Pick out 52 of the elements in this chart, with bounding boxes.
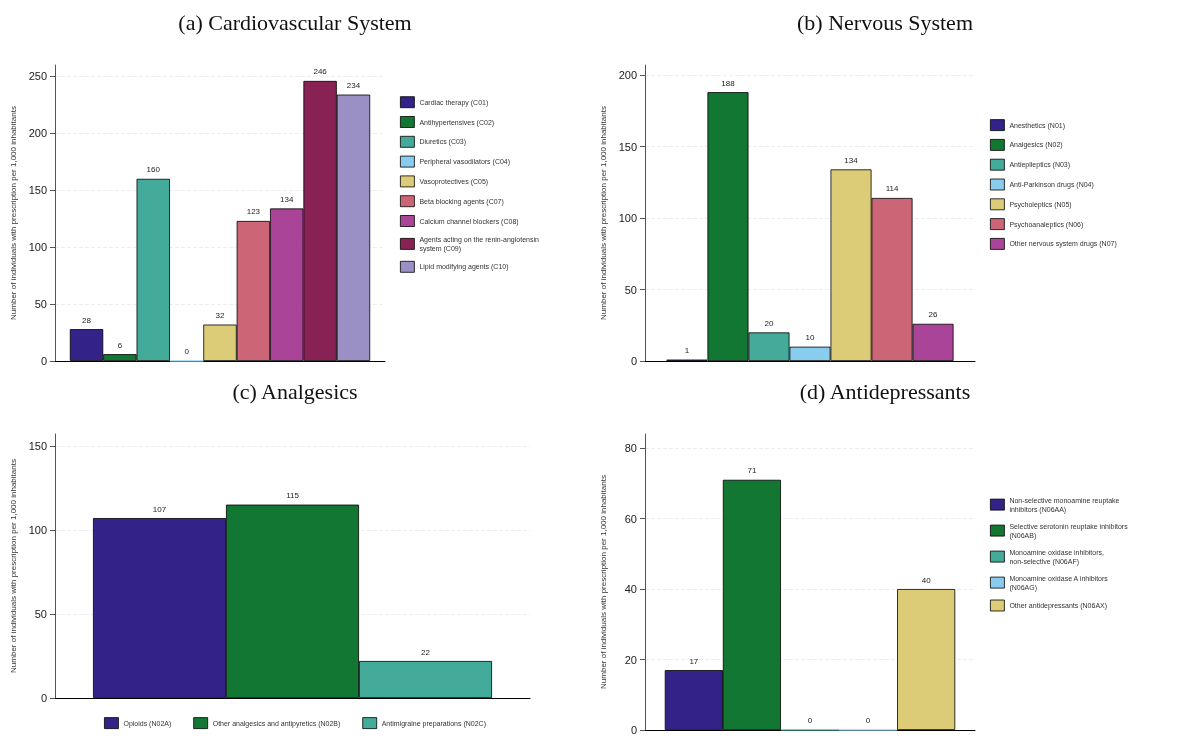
y-tick-label: 150 — [618, 140, 637, 153]
y-tick-label: 50 — [34, 607, 47, 620]
data-label: 6 — [117, 340, 123, 350]
chart-title: (b) Nervous System — [797, 9, 973, 35]
y-tick-label: 100 — [28, 241, 47, 254]
data-label: 114 — [885, 184, 899, 194]
y-tick-label: 0 — [630, 724, 637, 736]
chart-title: (d) Antidepressants — [799, 378, 971, 404]
y-tick-label: 50 — [34, 298, 47, 311]
data-label: 115 — [286, 491, 300, 501]
y-tick-label: 40 — [624, 583, 637, 596]
y-tick-label: 200 — [618, 69, 637, 82]
data-label: 0 — [184, 347, 190, 357]
y-tick-label: 200 — [28, 127, 47, 140]
data-label: 32 — [215, 311, 225, 321]
data-label: 0 — [807, 716, 813, 726]
y-tick-label: 0 — [630, 355, 637, 367]
chart-title: (a) Cardiovascular System — [178, 9, 412, 35]
data-label: 10 — [805, 333, 815, 343]
y-tick-label: 60 — [624, 512, 637, 525]
data-label: 40 — [921, 575, 932, 585]
y-axis-title: Number of individuals with prescription per 1,000 inhabitants — [598, 475, 608, 689]
y-tick-label: 20 — [624, 653, 637, 666]
y-axis-title: Number of individuals with prescription per 1,000 inhabitants — [598, 106, 608, 320]
data-label: 188 — [721, 78, 736, 88]
y-tick-label: 0 — [40, 355, 47, 367]
y-tick-label: 100 — [28, 523, 47, 536]
data-label: 28 — [82, 315, 92, 325]
y-tick-label: 150 — [28, 439, 47, 452]
y-axis-title: Number of individuals with prescription per 1,000 inhabitants — [8, 459, 18, 673]
data-label: 246 — [313, 67, 328, 77]
data-label: 134 — [844, 155, 859, 165]
data-label: 26 — [928, 310, 939, 320]
data-label: 71 — [747, 466, 757, 476]
data-label: 160 — [146, 165, 161, 175]
data-label: 0 — [865, 716, 871, 726]
y-tick-label: 50 — [624, 283, 637, 296]
y-tick-label: 150 — [28, 184, 47, 197]
data-label: 134 — [280, 194, 294, 204]
y-tick-label: 0 — [40, 692, 47, 704]
data-label: 20 — [764, 318, 774, 328]
chart-title: (c) Analgesics — [232, 378, 358, 404]
y-axis-title: Number of individuals with prescription per 1,000 inhabitants — [8, 106, 18, 320]
y-tick-label: 250 — [28, 70, 47, 83]
y-tick-label: 100 — [618, 212, 637, 224]
data-label: 107 — [152, 504, 167, 514]
data-label: 123 — [246, 207, 261, 217]
data-label: 17 — [689, 656, 699, 666]
y-tick-label: 80 — [624, 442, 637, 455]
data-label: 22 — [421, 647, 431, 657]
data-label: 234 — [346, 81, 361, 91]
data-label: 1 — [684, 346, 690, 356]
